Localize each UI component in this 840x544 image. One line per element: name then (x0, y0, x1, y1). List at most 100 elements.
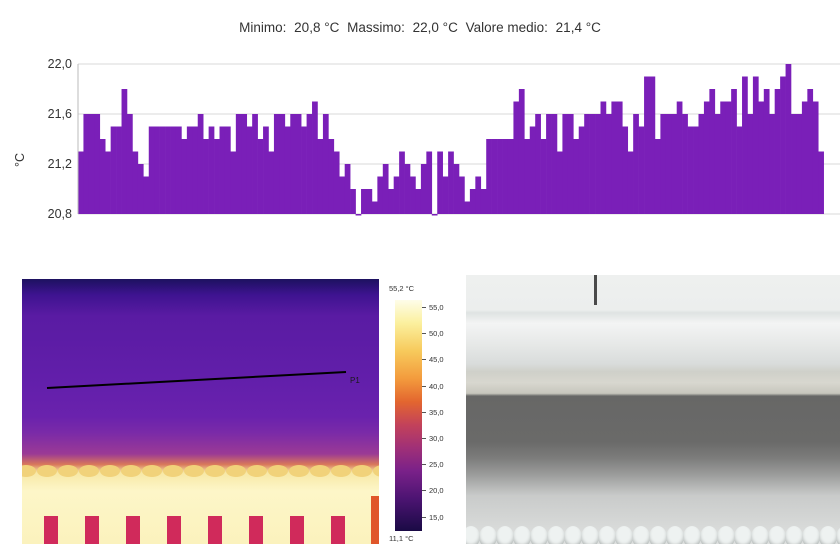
radiator-coil (479, 526, 497, 544)
radiator-coil (700, 526, 718, 544)
chart-bars (78, 64, 824, 216)
scale-tick-mark (422, 516, 426, 518)
bar (312, 101, 318, 214)
bar (132, 151, 139, 214)
bar (769, 114, 775, 214)
bar (638, 126, 645, 214)
bar (393, 176, 400, 214)
y-tick-label: 22,0 (48, 57, 72, 71)
scale-tick-label: 50,0 (429, 329, 444, 339)
bar (796, 114, 803, 214)
bar (693, 126, 699, 214)
bar (371, 201, 378, 214)
bar (257, 139, 264, 214)
bar (698, 114, 705, 214)
bar (88, 114, 95, 214)
scale-tick-label: 45,0 (429, 355, 444, 365)
min-label: Minimo: (239, 20, 287, 35)
radiator-coil (768, 526, 786, 544)
bar (671, 114, 678, 214)
bar (415, 189, 422, 214)
bar (595, 114, 601, 214)
bar (742, 76, 748, 214)
radiator-fin (85, 516, 99, 544)
bar (295, 114, 302, 214)
measure-line-label: P1 (350, 376, 360, 385)
bar (448, 151, 454, 214)
bar (469, 189, 476, 214)
bar (328, 139, 335, 214)
bar (230, 151, 237, 214)
scale-min-label: 11,1 °C (389, 534, 414, 543)
bar (644, 76, 650, 214)
radiator-fin (208, 516, 222, 544)
bar (170, 126, 177, 214)
scale-tick-mark (422, 359, 426, 361)
bar (709, 89, 716, 214)
scale-tick-mark (422, 438, 426, 439)
scale-gradient-bar (395, 300, 422, 531)
bar (143, 176, 150, 214)
bar (279, 114, 286, 214)
bar (556, 151, 563, 214)
measure-line-overlay: P1 (46, 371, 360, 389)
y-tick-label: 21,6 (48, 107, 72, 121)
bar (410, 176, 416, 214)
bar (186, 126, 193, 214)
radiator-coil (785, 526, 803, 544)
avg-label: Valore medio: (465, 20, 548, 35)
bar (154, 126, 160, 214)
bar (682, 114, 688, 214)
bar (420, 164, 427, 214)
radiator-coil (836, 526, 840, 544)
bar (94, 114, 101, 214)
bar (361, 189, 367, 214)
radiator-bump (205, 465, 225, 477)
bar (290, 114, 297, 214)
bar (317, 139, 324, 214)
bar (703, 101, 710, 214)
bar (807, 89, 814, 214)
radiator-coil (666, 526, 684, 544)
radiator-coil (734, 526, 752, 544)
thermal-color-scale: 55,2 °C 55,0 50,0 45,0 40,0 35,0 30,0 25,0 20,0… (384, 279, 464, 544)
bar (720, 101, 726, 214)
radiator-bump (373, 465, 379, 477)
bar (121, 89, 128, 214)
bar (246, 126, 253, 214)
bar (99, 139, 106, 214)
radiator-bump (247, 465, 267, 477)
bar (426, 151, 433, 214)
windowsill-seam (594, 275, 597, 305)
scale-tick-label: 20,0 (429, 486, 444, 496)
bar (480, 189, 487, 214)
scale-tick-mark (422, 333, 426, 335)
radiator-bump (79, 465, 99, 477)
bar (567, 114, 574, 214)
bar (524, 139, 531, 214)
scale-tick-mark (422, 385, 426, 387)
bar (208, 126, 215, 214)
radiator-coil (819, 526, 837, 544)
bar (453, 164, 460, 214)
bar (562, 114, 569, 214)
bar (306, 114, 313, 214)
bar (633, 114, 639, 214)
bar (192, 126, 199, 214)
bar (518, 89, 525, 214)
radiator-coil (547, 526, 565, 544)
bar (388, 189, 394, 214)
measure-line-p1 (46, 371, 347, 389)
bar (78, 151, 84, 214)
y-axis-label: °C (13, 153, 27, 167)
bar (627, 151, 634, 214)
bar (464, 201, 471, 214)
bar (165, 126, 171, 214)
bar (431, 214, 438, 216)
bar (301, 126, 307, 214)
radiator-fin (167, 516, 181, 544)
bar (497, 139, 503, 214)
bar (437, 151, 443, 214)
bar (159, 126, 166, 214)
bar (578, 126, 585, 214)
